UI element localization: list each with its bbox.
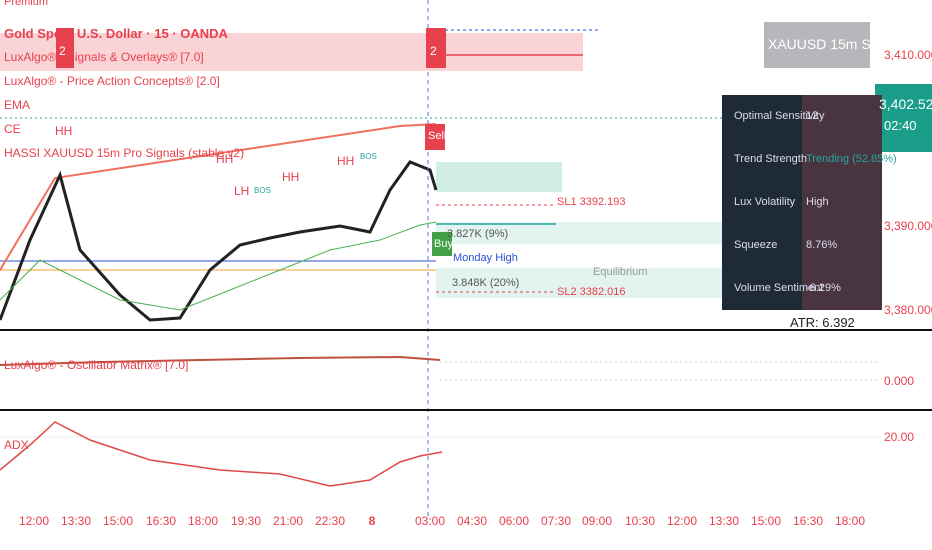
countdown: 02:40 — [884, 118, 917, 133]
time-label: 18:00 — [187, 514, 219, 528]
hh-label: HH — [337, 154, 355, 168]
buy-label: Buy — [434, 238, 453, 250]
table-value: 12 — [806, 110, 819, 122]
premium-label: Premium — [4, 0, 49, 8]
ema-line — [0, 160, 438, 322]
lh-label: LH — [234, 184, 250, 198]
time-label: 10:30 — [624, 514, 656, 528]
info-table-values — [802, 95, 882, 310]
price-label: 3,410.000 — [884, 48, 932, 62]
band-line — [0, 221, 437, 311]
signal-count: 2 — [430, 44, 437, 58]
hh-label: HH — [55, 124, 73, 138]
table-label: Lux Volatility — [734, 196, 796, 208]
time-label: 13:30 — [708, 514, 740, 528]
time-label: 21:00 — [272, 514, 304, 528]
time-label: 16:30 — [792, 514, 824, 528]
time-label: 19:30 — [230, 514, 262, 528]
sl2-label: SL2 3382.016 — [557, 286, 626, 298]
indicator-label: EMA — [4, 98, 31, 112]
table-value: -6.29% — [806, 282, 841, 294]
chart-title: Gold Spot / U.S. Dollar · 15 · OANDA — [4, 26, 228, 41]
indicator-label: HASSI XAUUSD 15m Pro Signals (stable v2) — [4, 146, 245, 160]
adx-label: ADX — [4, 438, 29, 452]
signals-box — [764, 22, 870, 68]
time-label: 13:30 — [60, 514, 92, 528]
signal-marker — [426, 28, 446, 68]
time-label: 04:30 — [456, 514, 488, 528]
table-value: Trending (52.85%) — [806, 153, 897, 165]
indicator-label: LuxAlgo® - Price Action Concepts® [2.0] — [4, 74, 220, 88]
volume-label: 3.827K (9%) — [447, 228, 509, 240]
indicator-label: CE — [4, 122, 21, 136]
time-label: 12:00 — [666, 514, 698, 528]
adx-line — [0, 421, 443, 487]
atr-label: ATR: 6.392 — [790, 315, 855, 330]
time-label: 18:00 — [834, 514, 866, 528]
time-label: 15:00 — [102, 514, 134, 528]
table-label: Optimal Sensitivity — [734, 110, 825, 122]
volume-label: 3.848K (20%) — [452, 277, 520, 289]
monday-high-label: Monday High — [453, 252, 518, 264]
oscillator-axis-label: 0.000 — [884, 374, 915, 388]
adx-axis-label: 20.00 — [884, 430, 915, 444]
time-label: 06:00 — [498, 514, 530, 528]
sl1-label: SL1 3392.193 — [557, 196, 626, 208]
indicator-label: LuxAlgo® - Signals & Overlays® [7.0] — [4, 50, 204, 64]
time-label: 22:30 — [314, 514, 346, 528]
time-label: 16:30 — [145, 514, 177, 528]
hh-label: HH — [282, 170, 300, 184]
current-price: 3,402.520 — [879, 96, 932, 112]
table-value: High — [806, 196, 829, 208]
sell-marker — [425, 124, 445, 150]
price-badge — [875, 84, 932, 152]
price-label: 3,390.000 — [884, 219, 932, 233]
table-label: Trend Strength — [734, 153, 807, 165]
oscillator-line — [0, 355, 441, 366]
buy-marker — [432, 232, 452, 256]
signals-title: XAUUSD 15m Signals — [768, 36, 908, 52]
table-value: 8.76% — [806, 239, 838, 251]
time-label: 09:00 — [581, 514, 613, 528]
sell-label: Sell — [428, 130, 447, 142]
zone — [0, 33, 583, 71]
bos-label: BOS — [360, 152, 377, 161]
signal-marker — [56, 28, 74, 68]
bos-label: BOS — [254, 186, 271, 195]
time-label: 07:30 — [540, 514, 572, 528]
table-label: Squeeze — [734, 239, 778, 251]
signal-count: 2 — [59, 44, 66, 58]
zone — [436, 162, 562, 192]
equilibrium-label: Equilibrium — [593, 266, 648, 278]
table-label: Volume Sentiment — [734, 282, 824, 294]
time-label: 8 — [368, 514, 376, 528]
trend-line — [0, 123, 437, 271]
time-label: 03:00 — [414, 514, 446, 528]
time-label: 15:00 — [750, 514, 782, 528]
time-label: 12:00 — [18, 514, 50, 528]
hh-label: HH — [216, 152, 234, 166]
price-label: 3,380.000 — [884, 303, 932, 317]
oscillator-label: LuxAlgo® - Oscillator Matrix® [7.0] — [4, 358, 189, 372]
